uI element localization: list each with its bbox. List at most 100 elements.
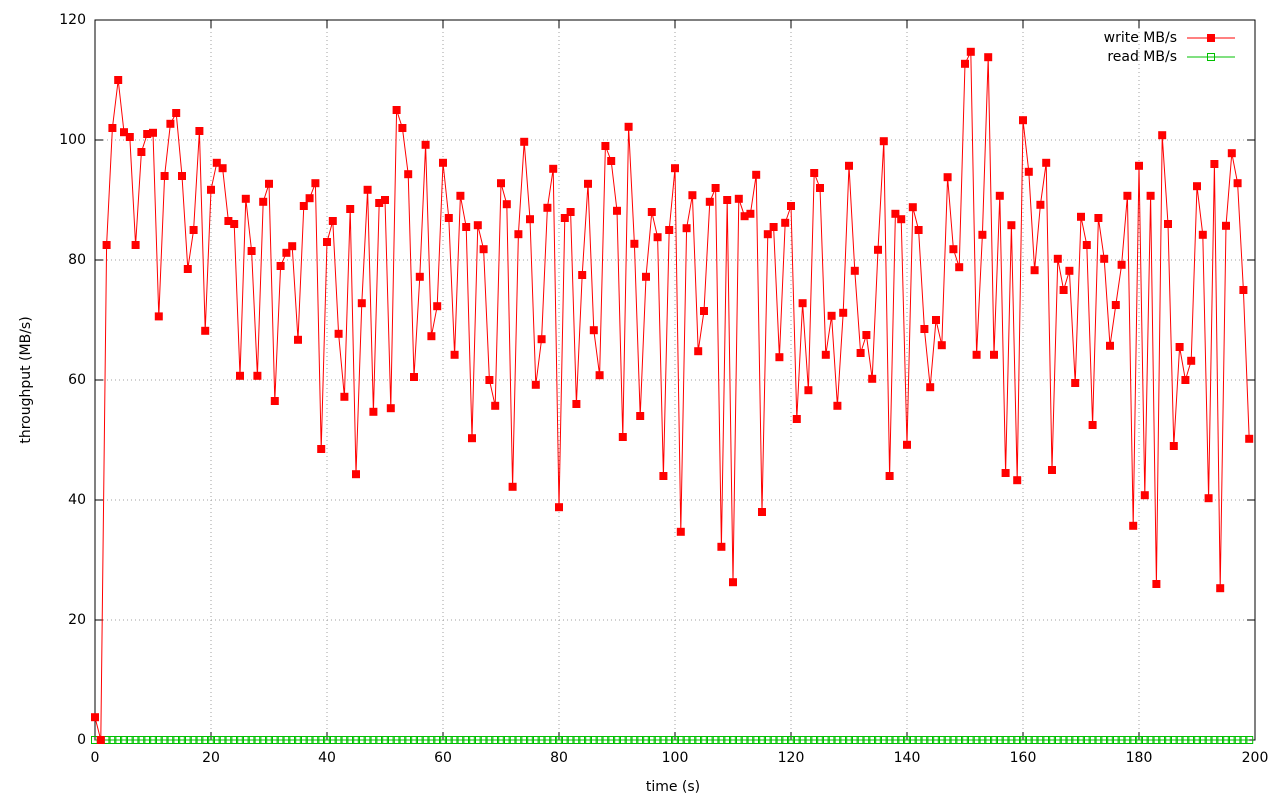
marker [729, 578, 737, 587]
marker [908, 203, 917, 212]
marker [1007, 736, 1016, 744]
marker [160, 172, 169, 180]
marker [746, 736, 755, 744]
marker [473, 736, 482, 744]
marker [926, 383, 935, 392]
y-tick-label: 80 [68, 252, 86, 268]
marker [183, 265, 192, 273]
marker [415, 272, 424, 281]
marker [363, 185, 372, 194]
marker [769, 223, 778, 231]
marker [845, 161, 853, 170]
marker [613, 206, 621, 215]
marker [1019, 736, 1027, 744]
marker [734, 194, 743, 203]
marker [676, 527, 685, 536]
marker [137, 736, 146, 744]
marker [381, 736, 389, 744]
marker [868, 374, 877, 383]
marker [1117, 736, 1126, 744]
marker [1030, 266, 1039, 275]
marker [961, 736, 969, 744]
marker [1129, 521, 1138, 530]
y-tick-label: 120 [59, 12, 86, 28]
marker [323, 736, 331, 744]
marker [473, 221, 482, 230]
marker [601, 142, 610, 150]
marker [1111, 301, 1120, 309]
marker [108, 736, 117, 744]
marker [502, 200, 511, 209]
x-tick-label: 40 [318, 750, 336, 766]
marker [972, 736, 981, 744]
marker [676, 736, 685, 744]
marker [1094, 214, 1103, 222]
marker [1164, 736, 1172, 744]
marker [555, 736, 563, 744]
marker [624, 736, 633, 744]
marker [392, 106, 401, 114]
marker [369, 407, 378, 416]
marker [798, 299, 807, 308]
marker [1036, 200, 1045, 209]
marker [427, 736, 436, 744]
marker [114, 736, 123, 744]
marker [265, 179, 273, 188]
marker [758, 508, 766, 516]
marker [311, 736, 320, 744]
marker [665, 226, 674, 234]
marker [410, 736, 418, 744]
marker [920, 325, 929, 333]
marker [752, 736, 761, 744]
marker [821, 736, 830, 744]
marker [1082, 241, 1091, 249]
y-axis-label: throughput (MB/s) [18, 316, 34, 443]
marker [705, 197, 714, 206]
marker [688, 736, 697, 744]
x-tick-label: 120 [778, 750, 805, 766]
marker [874, 736, 882, 744]
marker [433, 302, 442, 311]
legend-label: write MB/s [1104, 30, 1177, 46]
marker [932, 316, 940, 324]
marker [700, 307, 708, 315]
marker [804, 386, 813, 395]
marker [392, 736, 401, 744]
marker [149, 128, 157, 137]
marker [398, 124, 407, 132]
marker [1071, 379, 1080, 387]
marker [943, 736, 952, 744]
marker [549, 736, 558, 744]
marker [1216, 736, 1225, 744]
marker [247, 736, 256, 744]
marker [827, 311, 836, 320]
marker [781, 218, 790, 227]
marker [143, 736, 152, 744]
marker [543, 203, 552, 212]
marker [120, 736, 128, 744]
marker [885, 472, 894, 480]
marker [241, 194, 250, 203]
marker [125, 133, 134, 141]
marker [108, 124, 117, 132]
marker [520, 736, 529, 744]
marker [1210, 736, 1219, 744]
marker [1187, 356, 1196, 365]
marker [259, 736, 268, 744]
marker [943, 173, 952, 182]
marker [462, 223, 471, 231]
marker [410, 373, 418, 381]
marker [810, 169, 819, 177]
marker [1100, 254, 1109, 263]
marker [317, 736, 326, 744]
marker [1227, 149, 1236, 158]
marker [137, 148, 146, 156]
marker [1071, 736, 1080, 744]
marker [253, 371, 262, 380]
marker [178, 736, 186, 744]
marker [265, 736, 273, 744]
marker [1193, 736, 1201, 744]
marker [1077, 212, 1085, 221]
marker [845, 736, 853, 744]
